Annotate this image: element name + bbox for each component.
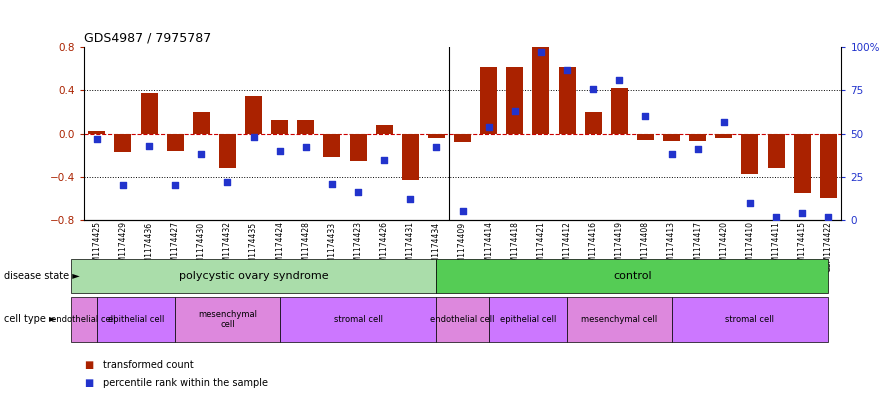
Point [664, 151, 678, 158]
Point [325, 181, 339, 187]
Bar [559, 67, 575, 134]
Text: mesenchymal cell: mesenchymal cell [581, 315, 657, 324]
Text: epithelial cell: epithelial cell [107, 315, 164, 324]
Text: GDS4987 / 7975787: GDS4987 / 7975787 [84, 31, 211, 44]
Text: transformed count: transformed count [103, 360, 194, 371]
Bar [218, 134, 236, 168]
Point [247, 134, 261, 140]
Bar [480, 67, 497, 134]
Text: ■: ■ [84, 378, 93, 388]
Text: mesenchymal
cell: mesenchymal cell [198, 310, 257, 329]
Point [796, 210, 810, 216]
Text: stromal cell: stromal cell [725, 315, 774, 324]
Point [743, 200, 757, 206]
Point [769, 213, 783, 220]
Point [429, 144, 443, 151]
Bar [271, 119, 288, 134]
Bar [742, 134, 759, 174]
Text: disease state ►: disease state ► [4, 271, 80, 281]
Point [377, 156, 391, 163]
Bar [350, 134, 366, 161]
Point [821, 213, 835, 220]
Point [639, 113, 653, 119]
Bar [794, 134, 811, 193]
Point [612, 77, 626, 83]
Bar [167, 134, 183, 151]
Bar [611, 88, 628, 134]
Point [194, 151, 208, 158]
Point [717, 118, 731, 125]
Text: polycystic ovary syndrome: polycystic ovary syndrome [179, 271, 329, 281]
Point [560, 66, 574, 73]
Point [220, 179, 234, 185]
Point [299, 144, 313, 151]
Bar [88, 131, 105, 134]
Point [586, 86, 600, 92]
Point [482, 123, 496, 130]
Bar [585, 112, 602, 134]
Text: percentile rank within the sample: percentile rank within the sample [103, 378, 268, 388]
Bar [663, 134, 680, 141]
Point [691, 146, 705, 152]
Bar [193, 112, 210, 134]
Bar [245, 96, 262, 134]
Point [142, 143, 156, 149]
Text: endothelial cell: endothelial cell [51, 315, 116, 324]
Point [351, 189, 365, 196]
Text: control: control [613, 271, 652, 281]
Bar [507, 67, 523, 134]
Bar [297, 119, 315, 134]
Bar [637, 134, 654, 140]
Text: stromal cell: stromal cell [334, 315, 382, 324]
Point [272, 148, 286, 154]
Bar [689, 134, 707, 141]
Bar [532, 47, 550, 134]
Bar [428, 134, 445, 138]
Text: ■: ■ [84, 360, 93, 371]
Bar [820, 134, 837, 198]
Point [90, 136, 104, 142]
Point [115, 182, 130, 189]
Bar [375, 125, 393, 134]
Bar [402, 134, 418, 180]
Bar [140, 93, 158, 134]
Bar [715, 134, 732, 138]
Bar [454, 134, 471, 142]
Bar [767, 134, 784, 168]
Text: endothelial cell: endothelial cell [430, 315, 495, 324]
Text: epithelial cell: epithelial cell [500, 315, 556, 324]
Bar [323, 134, 340, 157]
Text: cell type ►: cell type ► [4, 314, 57, 324]
Point [534, 49, 548, 55]
Point [403, 196, 418, 202]
Point [507, 108, 522, 114]
Point [455, 208, 470, 215]
Point [168, 182, 182, 189]
Bar [115, 134, 131, 152]
